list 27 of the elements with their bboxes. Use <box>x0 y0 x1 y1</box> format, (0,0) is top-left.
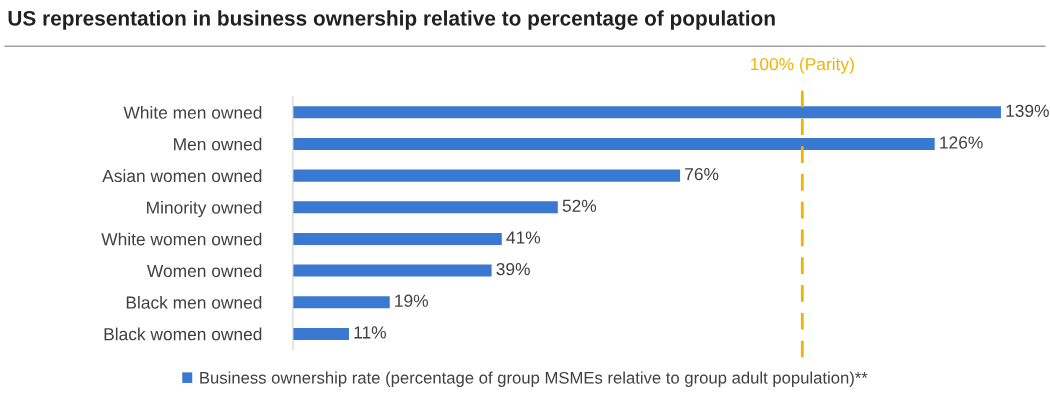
bar <box>292 264 492 277</box>
y-tick-label: White men owned <box>123 106 262 119</box>
bar <box>292 232 502 245</box>
bar <box>292 106 1001 119</box>
y-tick-label: Black men owned <box>126 295 262 309</box>
legend-label: Business ownership rate (percentage of group MSMEs relative to group adult population)** <box>200 371 868 387</box>
y-tick-label: Men owned <box>174 137 262 151</box>
bar <box>292 327 349 340</box>
bar <box>292 137 935 150</box>
data-label: 11% <box>354 326 386 339</box>
data-label: 139% <box>1006 104 1049 117</box>
data-label: 39% <box>496 262 530 276</box>
data-label: 76% <box>685 167 719 181</box>
y-tick-label: Women owned <box>146 264 262 278</box>
data-label: 41% <box>506 231 541 244</box>
data-label: 19% <box>395 294 429 307</box>
y-tick-label: Black women owned <box>104 327 262 341</box>
bar <box>292 296 390 309</box>
bar <box>292 169 681 182</box>
data-label: 52% <box>562 199 597 212</box>
ref-line-label: 100% (Parity) <box>751 57 854 74</box>
chart-title: US representation in business ownership relative to percentage of population <box>8 10 775 30</box>
data-label: 126% <box>940 136 983 149</box>
y-tick-label: White women owned <box>101 232 262 246</box>
y-tick-label: Asian women owned <box>102 169 262 183</box>
y-tick-label: Minority owned <box>147 200 262 218</box>
bar <box>292 201 558 214</box>
